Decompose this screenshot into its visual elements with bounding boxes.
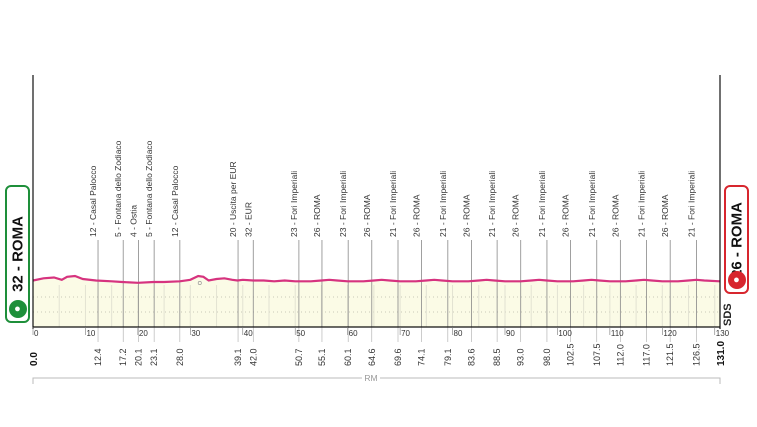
sds-label: SDS	[722, 303, 734, 326]
waypoint-km: 102.5	[566, 343, 576, 366]
waypoint-km: 23.1	[149, 348, 159, 366]
waypoint-label: 21 - Fori Imperiali	[487, 171, 497, 237]
finish-bike-icon: ●	[727, 271, 746, 289]
waypoint-km: 60.1	[343, 348, 353, 366]
range-label-bg	[362, 372, 380, 383]
x-tick-label: 40	[244, 329, 253, 338]
waypoint-km: 74.1	[417, 348, 427, 366]
waypoint-km: 69.6	[393, 348, 403, 366]
waypoint-km: 42.0	[248, 348, 258, 366]
x-tick-label: 90	[506, 329, 515, 338]
waypoint-km: 20.1	[133, 348, 143, 366]
waypoint-label: 12 - Casal Palocco	[170, 165, 180, 237]
waypoint-label: 4 - Ostia	[128, 205, 138, 237]
waypoint-km: 39.1	[233, 348, 243, 366]
waypoint-label: 5 - Fontana dello Zodiaco	[113, 140, 123, 237]
waypoint-km: 126.5	[691, 343, 701, 366]
waypoint-label: 26 - ROMA	[610, 194, 620, 237]
waypoint-label: 26 - ROMA	[312, 194, 322, 237]
waypoint-km: 64.6	[367, 348, 377, 366]
waypoint-label: 23 - Fori Imperiali	[289, 171, 299, 237]
waypoint-km: 117.0	[642, 344, 652, 366]
x-tick-label: 80	[454, 329, 463, 338]
waypoint-km: 83.6	[466, 348, 476, 366]
start-label: 32 - ROMA	[9, 216, 26, 292]
range-label: RM	[364, 373, 377, 383]
x-tick-label: 130	[716, 329, 730, 338]
x-tick-label: 60	[349, 329, 358, 338]
waypoint-km: 79.1	[443, 348, 453, 366]
waypoint-label: 21 - Fori Imperiali	[587, 171, 597, 237]
waypoint-km: 28.0	[175, 348, 185, 366]
waypoint-label: 21 - Fori Imperiali	[537, 171, 547, 237]
x-tick-label: 110	[611, 329, 624, 338]
waypoint-label: 26 - ROMA	[461, 194, 471, 237]
waypoint-label: 21 - Fori Imperiali	[686, 171, 696, 237]
waypoint-label: 21 - Fori Imperiali	[637, 171, 647, 237]
finish-km: 131.0	[716, 341, 727, 366]
x-tick-label: 30	[191, 329, 200, 338]
profile-fill	[33, 276, 720, 327]
waypoint-label: 26 - ROMA	[412, 194, 422, 237]
waypoint-km: 88.5	[492, 348, 502, 366]
finish-label: 26 - ROMA	[728, 201, 745, 278]
profile-line	[32, 274, 721, 284]
finish-badge: 26 - ROMA ●	[724, 185, 749, 294]
start-bike-icon: ●	[8, 300, 27, 318]
x-tick-label: 20	[139, 329, 148, 338]
start-km: 0.0	[29, 352, 40, 366]
waypoint-label: 26 - ROMA	[362, 194, 372, 237]
waypoint-label: 26 - ROMA	[660, 194, 670, 237]
x-tick-label: 50	[296, 329, 305, 338]
waypoint-km: 98.0	[542, 348, 552, 366]
waypoint-label: 21 - Fori Imperiali	[388, 171, 398, 237]
x-tick-label: 70	[401, 329, 410, 338]
waypoint-km: 107.5	[592, 343, 602, 366]
start-badge: 32 - ROMA ●	[5, 185, 30, 323]
waypoint-label: 32 - EUR	[243, 202, 253, 237]
waypoint-km: 12.4	[93, 348, 103, 366]
waypoint-km: 50.7	[294, 348, 304, 366]
waypoint-label: 12 - Casal Palocco	[88, 165, 98, 237]
x-tick-label: 120	[663, 329, 677, 338]
waypoint-km: 121.5	[665, 343, 675, 366]
waypoint-label: 5 - Fontana dello Zodiaco	[144, 140, 154, 237]
waypoint-km: 55.1	[317, 348, 327, 366]
waypoint-label: 23 - Fori Imperiali	[338, 171, 348, 237]
x-tick-label: 10	[86, 329, 95, 338]
waypoint-label: 26 - ROMA	[561, 194, 571, 237]
waypoint-label: 21 - Fori Imperiali	[438, 171, 448, 237]
waypoint-km: 93.0	[516, 348, 526, 366]
waypoint-label: 20 - Uscita per EUR	[228, 161, 238, 237]
x-tick-label: 0	[34, 329, 39, 338]
waypoint-km: 112.0	[615, 344, 625, 366]
marker-dot	[197, 281, 202, 285]
waypoint-label: 26 - ROMA	[511, 194, 521, 237]
waypoint-km: 17.2	[118, 348, 128, 366]
x-tick-label: 100	[558, 329, 572, 338]
